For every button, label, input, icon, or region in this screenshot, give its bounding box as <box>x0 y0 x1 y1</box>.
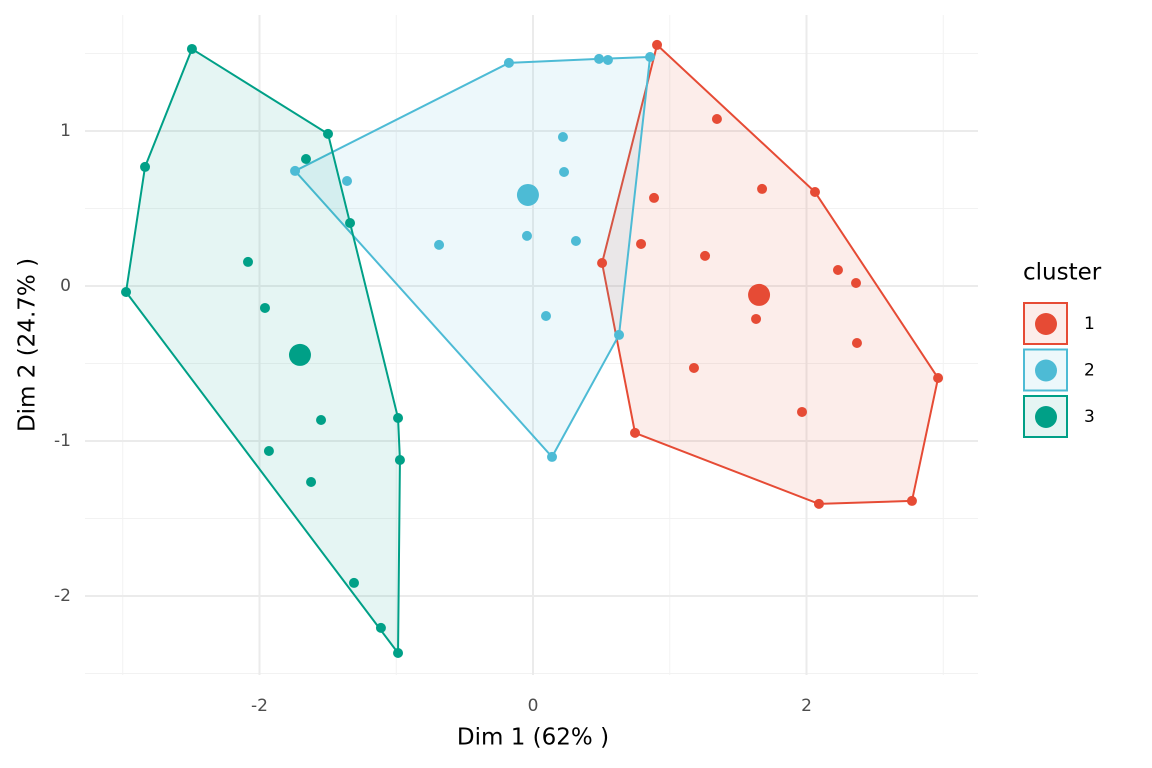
point <box>243 256 254 267</box>
point <box>751 313 762 324</box>
point <box>688 362 699 373</box>
point <box>393 413 404 424</box>
point <box>594 53 605 64</box>
point <box>375 622 386 633</box>
x-tick-label: 0 <box>528 696 539 716</box>
x-tick-label: -2 <box>251 696 268 716</box>
point <box>342 176 353 187</box>
point <box>121 286 132 297</box>
y-tick-label: 1 <box>60 121 71 141</box>
point <box>602 54 613 65</box>
point <box>316 415 327 426</box>
legend-symbol <box>1035 359 1057 382</box>
point <box>557 131 568 142</box>
cluster-center <box>288 343 311 366</box>
point <box>521 230 532 241</box>
point <box>757 183 768 194</box>
point <box>597 258 608 269</box>
point <box>711 114 722 125</box>
y-tick-label: 0 <box>60 276 71 296</box>
point <box>813 498 824 509</box>
point <box>323 128 334 139</box>
legend-symbol <box>1035 313 1057 335</box>
point <box>559 167 570 178</box>
point <box>933 373 944 384</box>
point <box>300 153 311 164</box>
point <box>393 647 404 658</box>
point <box>348 577 359 588</box>
legend-title: cluster <box>1023 260 1102 286</box>
point <box>186 43 197 54</box>
cluster-center <box>516 183 539 206</box>
y-axis-title: Dim 2 (24.7% ) <box>15 258 41 432</box>
point <box>832 264 843 275</box>
point <box>645 52 656 63</box>
x-tick-label: 2 <box>801 696 812 716</box>
y-tick-label: -1 <box>54 431 71 451</box>
point <box>700 250 711 261</box>
legend-symbol <box>1035 406 1057 428</box>
x-axis-title: Dim 1 (62% ) <box>457 725 609 751</box>
point <box>614 329 625 340</box>
point <box>345 218 356 229</box>
point <box>540 311 551 322</box>
point <box>290 165 301 176</box>
point <box>394 455 405 466</box>
point <box>796 406 807 417</box>
legend-label: 3 <box>1084 407 1095 427</box>
point <box>263 446 274 457</box>
point <box>809 187 820 198</box>
point <box>851 337 862 348</box>
point <box>652 39 663 50</box>
point <box>906 495 917 506</box>
point <box>630 427 641 438</box>
point <box>503 57 514 68</box>
point <box>636 238 647 249</box>
point <box>851 277 862 288</box>
point <box>140 161 151 172</box>
point <box>547 451 558 462</box>
point <box>306 477 317 488</box>
y-tick-label: -2 <box>54 586 71 606</box>
legend-key <box>1023 302 1068 345</box>
point <box>570 235 581 246</box>
point <box>434 239 445 250</box>
point <box>259 302 270 313</box>
point <box>649 192 660 203</box>
cluster-center <box>748 283 771 306</box>
legend-label: 2 <box>1084 361 1095 381</box>
legend-label: 1 <box>1084 314 1095 334</box>
cluster-hull <box>601 43 940 505</box>
